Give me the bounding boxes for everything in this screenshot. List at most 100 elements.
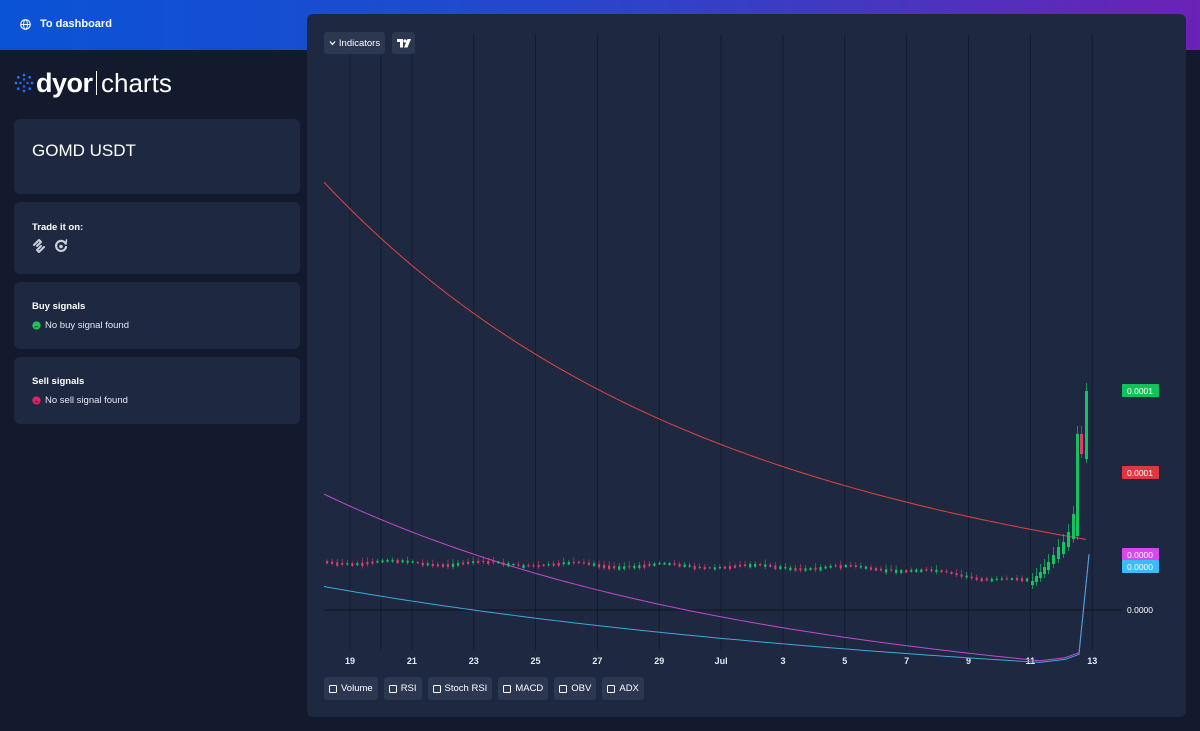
candle — [326, 561, 329, 564]
toggle-rsi[interactable]: RSI — [383, 677, 422, 700]
candle — [582, 562, 586, 564]
candle — [779, 566, 782, 570]
candle — [416, 562, 419, 564]
logo-separator — [95, 71, 98, 95]
checkbox[interactable] — [503, 684, 512, 693]
candle — [602, 564, 606, 569]
toggle-adx[interactable]: ADX — [602, 677, 644, 700]
indicators-label: Indicators — [338, 37, 381, 49]
checkbox[interactable] — [432, 684, 441, 693]
candle — [955, 573, 958, 576]
candle — [794, 568, 797, 571]
candle — [950, 572, 953, 574]
candle — [829, 565, 832, 568]
swap-arrows-icon[interactable] — [32, 239, 46, 253]
candle — [985, 578, 988, 581]
candle — [935, 569, 938, 573]
candle — [376, 560, 379, 563]
chart-panel: 19 21 23 25 27 29 Jul 3 5 7 9 11 13 0.0001 0.0001 0.000… — [307, 14, 1186, 717]
checkbox[interactable] — [607, 684, 616, 693]
candle — [557, 562, 560, 566]
tradingview-button[interactable] — [392, 32, 415, 54]
candle — [1057, 547, 1060, 559]
candle — [713, 567, 716, 570]
candle — [814, 567, 817, 570]
candle — [562, 562, 565, 565]
moving-average-line — [323, 493, 1090, 662]
candle — [784, 567, 787, 569]
price-chart[interactable]: 19 21 23 25 27 29 Jul 3 5 7 9 11 13 0.0001 0.0001 0.000… — [307, 14, 1186, 717]
candle — [421, 562, 424, 566]
chevron-down-icon — [329, 41, 336, 46]
buy-signals-title: Buy signals — [32, 301, 86, 312]
toggle-obv[interactable]: OBV — [554, 677, 597, 700]
sell-signals-title: Sell signals — [32, 376, 85, 387]
candle — [331, 561, 334, 564]
candle — [648, 563, 651, 566]
candle — [643, 564, 646, 568]
toggle-label: MACD — [515, 683, 544, 694]
candle — [356, 563, 359, 566]
dyor-charts-logo: dyor charts — [14, 68, 172, 98]
checkbox[interactable] — [388, 684, 397, 693]
candle — [698, 566, 701, 569]
candle — [774, 565, 777, 569]
candle — [587, 562, 591, 565]
candle — [446, 564, 450, 567]
candle — [844, 564, 847, 568]
toggle-macd[interactable]: MACD — [498, 677, 549, 700]
candle — [804, 568, 807, 571]
candle — [431, 563, 434, 567]
checkbox[interactable] — [329, 684, 337, 693]
candle — [547, 564, 550, 566]
pair-card: GOMD USDT — [14, 119, 300, 194]
toggle-label: Volume — [341, 683, 373, 694]
candle — [572, 561, 575, 564]
candle — [527, 565, 530, 567]
x-tick-label: 9 — [966, 656, 971, 666]
candle — [884, 569, 888, 573]
checkbox[interactable] — [559, 684, 568, 693]
candle — [1067, 532, 1070, 547]
to-dashboard-link[interactable]: To dashboard — [20, 18, 112, 30]
candle — [738, 564, 742, 567]
candle — [592, 563, 596, 566]
candle — [809, 568, 812, 571]
candle — [608, 565, 611, 569]
toggle-volume[interactable]: Volume — [324, 677, 378, 700]
candle — [426, 563, 429, 566]
candle — [910, 569, 913, 572]
candle — [819, 567, 822, 571]
indicators-button[interactable]: Indicators — [324, 32, 385, 54]
x-tick-label: 5 — [842, 656, 847, 666]
candle — [890, 569, 893, 571]
trade-card: Trade it on: — [14, 202, 300, 274]
candle — [653, 563, 656, 566]
candle — [799, 568, 802, 571]
candle — [381, 560, 384, 563]
candle — [769, 564, 772, 567]
price-label: 0.0000 — [1127, 562, 1153, 572]
candle — [688, 565, 691, 567]
x-tick-label: 25 — [531, 656, 541, 666]
toggle-stoch-rsi[interactable]: Stoch RSI — [427, 677, 493, 700]
x-tick-label: 29 — [654, 656, 664, 666]
candle — [945, 571, 948, 573]
price-label: 0.0000 — [1127, 605, 1153, 615]
globe-icon — [20, 18, 31, 30]
candle — [854, 565, 857, 567]
candle — [618, 566, 621, 570]
candle — [512, 563, 515, 566]
candle — [1000, 578, 1003, 580]
candle — [532, 565, 535, 567]
x-tick-label: Jul — [715, 656, 728, 666]
candle — [396, 559, 399, 564]
candle — [638, 565, 641, 569]
candle — [1052, 555, 1055, 564]
price-label-badge — [1122, 384, 1159, 397]
candle — [461, 562, 465, 565]
candle — [522, 564, 525, 569]
toggle-label: ADX — [619, 683, 639, 694]
candle — [1025, 578, 1029, 582]
refresh-circle-icon[interactable] — [54, 239, 68, 253]
